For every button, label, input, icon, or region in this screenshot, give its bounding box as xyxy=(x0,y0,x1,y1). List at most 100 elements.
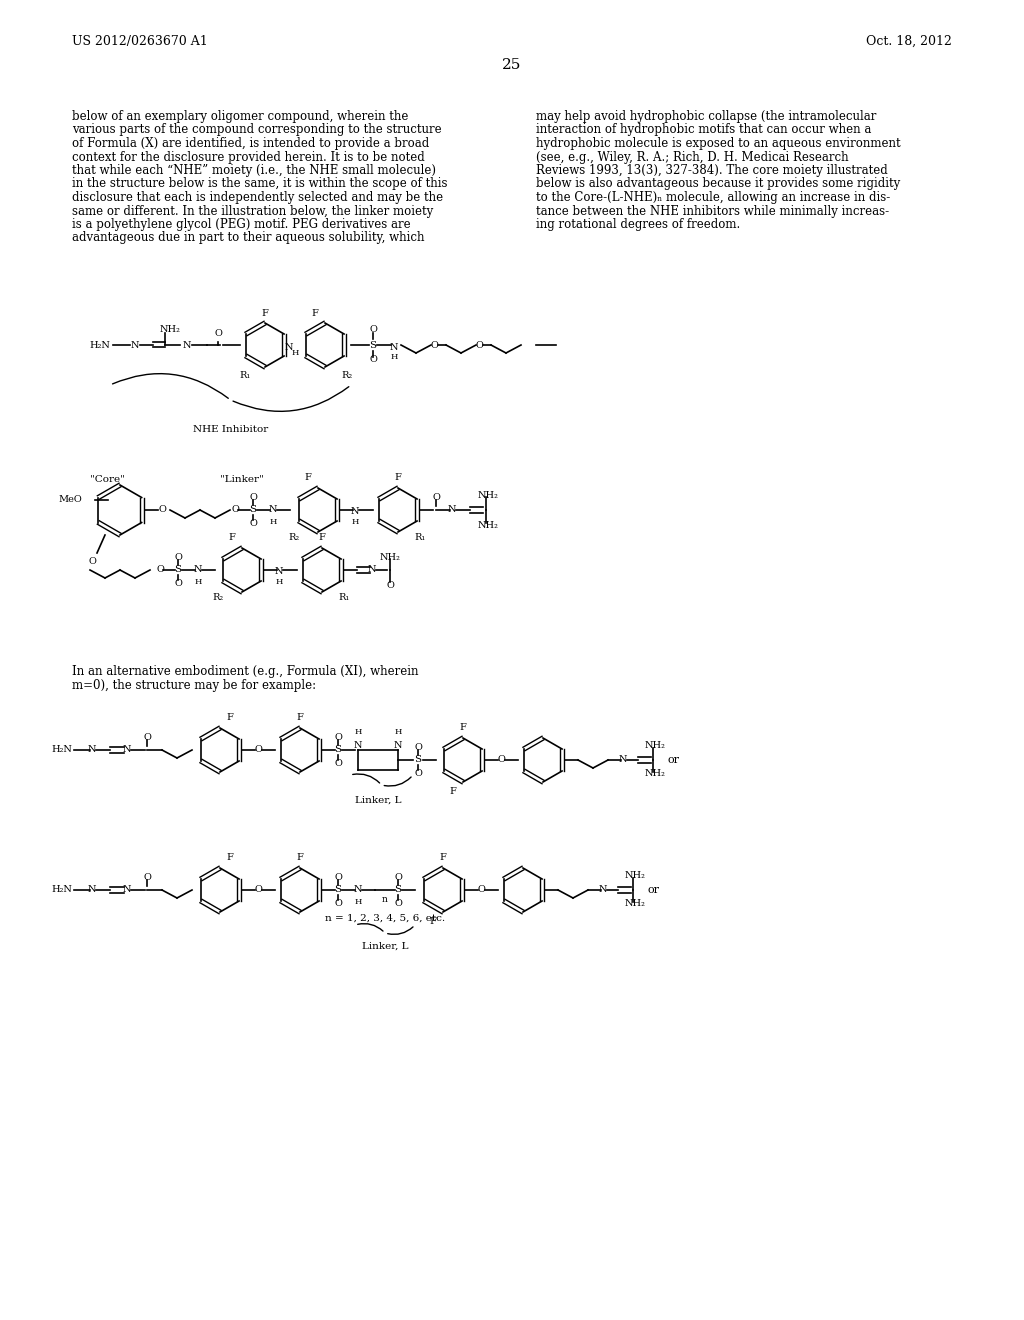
Text: O: O xyxy=(249,519,257,528)
Text: S: S xyxy=(335,746,342,755)
Text: F: F xyxy=(311,309,318,318)
Text: N: N xyxy=(268,506,278,515)
Text: tance between the NHE inhibitors while minimally increas-: tance between the NHE inhibitors while m… xyxy=(536,205,889,218)
Text: O: O xyxy=(158,506,166,515)
Text: NH₂: NH₂ xyxy=(477,491,499,499)
Text: H₂N: H₂N xyxy=(51,746,72,755)
Text: hydrophobic molecule is exposed to an aqueous environment: hydrophobic molecule is exposed to an aq… xyxy=(536,137,901,150)
Text: N: N xyxy=(285,342,293,351)
Text: context for the disclosure provided herein. It is to be noted: context for the disclosure provided here… xyxy=(72,150,425,164)
Text: O: O xyxy=(497,755,505,764)
Text: US 2012/0263670 A1: US 2012/0263670 A1 xyxy=(72,36,208,48)
Text: F: F xyxy=(460,723,467,733)
Text: N: N xyxy=(618,755,628,764)
Text: various parts of the compound corresponding to the structure: various parts of the compound correspond… xyxy=(72,124,441,136)
Text: NH₂: NH₂ xyxy=(477,520,499,529)
Text: R₂: R₂ xyxy=(212,594,223,602)
Text: Linker, L: Linker, L xyxy=(361,941,409,950)
Text: H: H xyxy=(275,578,283,586)
Text: below is also advantageous because it provides some rigidity: below is also advantageous because it pr… xyxy=(536,177,900,190)
Text: F: F xyxy=(318,533,326,543)
Text: H: H xyxy=(394,729,401,737)
Text: H: H xyxy=(390,352,397,360)
Text: S: S xyxy=(415,755,422,764)
Text: O: O xyxy=(143,734,151,742)
Text: F: F xyxy=(226,714,233,722)
Text: disclosure that each is independently selected and may be the: disclosure that each is independently se… xyxy=(72,191,443,205)
Text: that while each “NHE” moiety (i.e., the NHE small molecule): that while each “NHE” moiety (i.e., the … xyxy=(72,164,436,177)
Text: O: O xyxy=(430,341,438,350)
Text: to the Core-(L-NHE)ₙ molecule, allowing an increase in dis-: to the Core-(L-NHE)ₙ molecule, allowing … xyxy=(536,191,890,205)
Text: F: F xyxy=(450,788,457,796)
Text: O: O xyxy=(386,581,394,590)
Text: H₂N: H₂N xyxy=(51,886,72,895)
Text: S: S xyxy=(250,506,257,515)
Text: MeO: MeO xyxy=(58,495,82,504)
Text: O: O xyxy=(214,329,222,338)
Text: R₁: R₁ xyxy=(240,371,251,380)
Text: O: O xyxy=(369,355,377,364)
Text: O: O xyxy=(231,506,239,515)
Text: NH₂: NH₂ xyxy=(644,770,666,779)
Text: is a polyethylene glycol (PEG) motif. PEG derivatives are: is a polyethylene glycol (PEG) motif. PE… xyxy=(72,218,411,231)
Text: O: O xyxy=(432,494,440,503)
Text: H: H xyxy=(269,517,276,525)
Text: O: O xyxy=(174,578,182,587)
Text: N: N xyxy=(353,741,362,750)
Text: m=0), the structure may be for example:: m=0), the structure may be for example: xyxy=(72,678,316,692)
Text: H: H xyxy=(195,578,202,586)
Text: F: F xyxy=(226,854,233,862)
Text: H: H xyxy=(351,517,358,525)
Text: O: O xyxy=(143,874,151,883)
Text: O: O xyxy=(249,492,257,502)
Text: of Formula (X) are identified, is intended to provide a broad: of Formula (X) are identified, is intend… xyxy=(72,137,429,150)
Text: Linker, L: Linker, L xyxy=(354,796,401,804)
Text: H₂N: H₂N xyxy=(89,341,110,350)
Text: O: O xyxy=(88,557,96,565)
Text: in the structure below is the same, it is within the scope of this: in the structure below is the same, it i… xyxy=(72,177,447,190)
Text: N: N xyxy=(88,886,96,895)
Text: O: O xyxy=(156,565,164,574)
Text: N: N xyxy=(390,342,398,351)
Text: N: N xyxy=(274,568,284,577)
Text: 25: 25 xyxy=(503,58,521,73)
Text: F: F xyxy=(261,309,268,318)
Text: H: H xyxy=(354,729,361,737)
Text: H: H xyxy=(291,348,299,356)
Text: F: F xyxy=(297,714,303,722)
Text: "Linker": "Linker" xyxy=(220,475,264,484)
Text: Reviews 1993, 13(3), 327-384). The core moiety illustrated: Reviews 1993, 13(3), 327-384). The core … xyxy=(536,164,888,177)
Text: N: N xyxy=(351,507,359,516)
Text: O: O xyxy=(475,341,483,350)
Text: O: O xyxy=(254,886,262,895)
Text: N: N xyxy=(447,506,457,515)
Text: O: O xyxy=(174,553,182,561)
Text: O: O xyxy=(334,759,342,767)
Text: or: or xyxy=(667,755,679,766)
Text: n = 1, 2, 3, 4, 5, 6, etc.: n = 1, 2, 3, 4, 5, 6, etc. xyxy=(325,913,445,923)
Text: N: N xyxy=(88,746,96,755)
Text: O: O xyxy=(414,768,422,777)
Text: NH₂: NH₂ xyxy=(160,326,180,334)
Text: below of an exemplary oligomer compound, wherein the: below of an exemplary oligomer compound,… xyxy=(72,110,409,123)
Text: O: O xyxy=(394,899,402,908)
Text: F: F xyxy=(429,917,436,927)
Text: O: O xyxy=(394,873,402,882)
Text: NHE Inhibitor: NHE Inhibitor xyxy=(193,425,268,434)
Text: N: N xyxy=(182,341,191,350)
Text: O: O xyxy=(334,873,342,882)
Text: S: S xyxy=(335,886,342,895)
Text: R₂: R₂ xyxy=(341,371,352,380)
Text: N: N xyxy=(353,886,362,895)
Text: O: O xyxy=(414,742,422,751)
Text: same or different. In the illustration below, the linker moiety: same or different. In the illustration b… xyxy=(72,205,433,218)
Text: O: O xyxy=(334,733,342,742)
Text: N: N xyxy=(123,886,131,895)
Text: N: N xyxy=(599,886,607,895)
Text: S: S xyxy=(394,886,401,895)
Text: NH₂: NH₂ xyxy=(644,742,666,751)
Text: F: F xyxy=(228,533,236,543)
Text: "Core": "Core" xyxy=(90,475,125,484)
Text: S: S xyxy=(370,341,377,350)
Text: R₁: R₁ xyxy=(415,533,426,543)
